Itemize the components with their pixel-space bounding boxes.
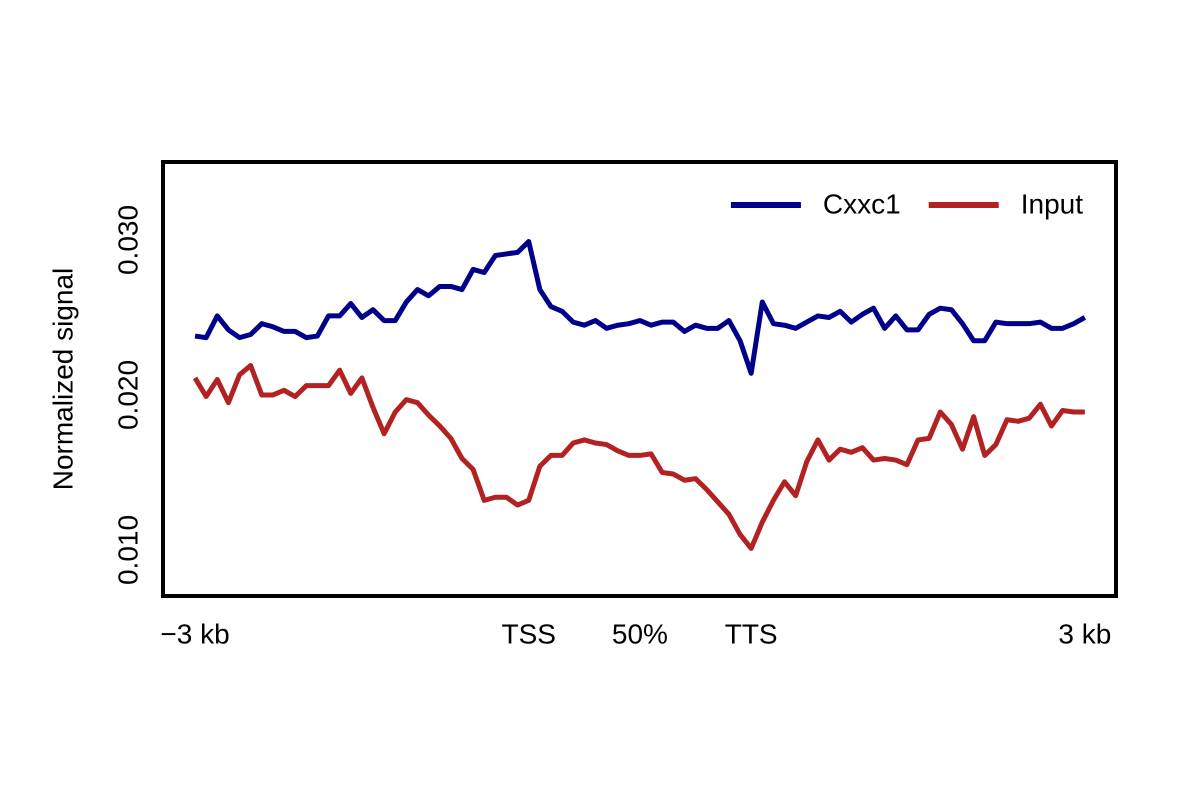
series-line <box>192 363 1085 551</box>
plot-frame <box>161 160 1118 598</box>
series-line <box>194 239 1087 376</box>
legend-label: Cxxc1 <box>823 188 901 219</box>
y-tick-label: 0.020 <box>112 360 143 430</box>
x-tick-label: 50% <box>612 618 668 649</box>
x-tick-label: −3 kb <box>160 618 229 649</box>
x-tick-label: TSS <box>501 618 555 649</box>
x-tick-label: 3 kb <box>1058 618 1111 649</box>
x-tick-label: TTS <box>725 618 778 649</box>
y-tick-label: 0.010 <box>112 515 143 585</box>
y-axis-label: Normalized signal <box>47 268 78 491</box>
y-tick-label: 0.030 <box>112 205 143 275</box>
legend-label: Input <box>1021 188 1083 219</box>
